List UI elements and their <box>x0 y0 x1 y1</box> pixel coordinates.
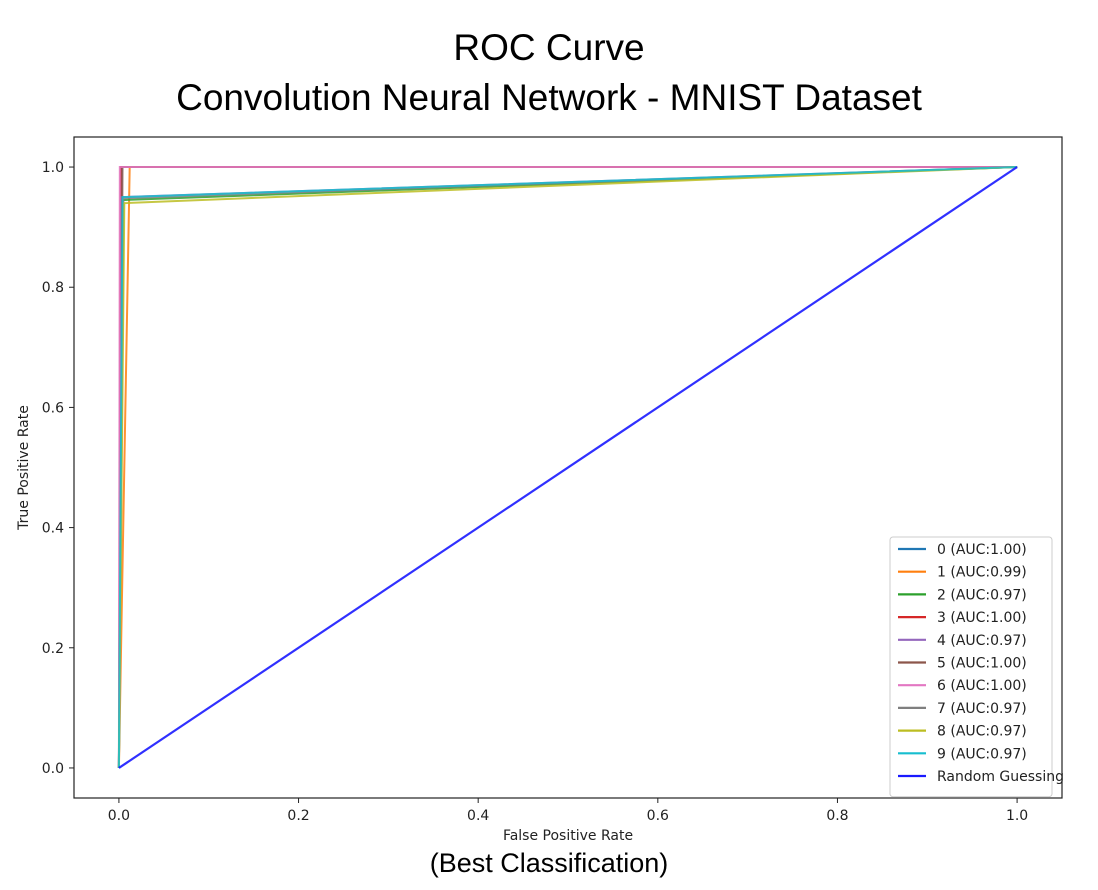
y-tick-label: 0.6 <box>42 400 64 416</box>
legend: 0 (AUC:1.00) 1 (AUC:0.99) 2 (AUC:0.97) 3 (A… <box>889 536 1064 798</box>
y-axis-label: True Positive Rate <box>16 405 32 531</box>
x-tick-label: 0.2 <box>287 808 309 824</box>
legend-entry: 4 (AUC:0.97) <box>937 633 1027 649</box>
x-axis-label: False Positive Rate <box>503 828 633 844</box>
series-line-10 <box>118 166 1018 769</box>
legend-entry: 0 (AUC:1.00) <box>937 542 1027 558</box>
legend-entry: 2 (AUC:0.97) <box>937 587 1027 603</box>
chart-caption: (Best Classification) <box>429 848 669 878</box>
legend-entry: 8 (AUC:0.97) <box>937 724 1027 740</box>
series-line-9 <box>117 166 1018 768</box>
legend-entry: 3 (AUC:1.00) <box>937 610 1027 626</box>
y-tick-label: 0.4 <box>42 521 64 537</box>
legend-entry: 9 (AUC:0.97) <box>937 746 1027 762</box>
legend-box <box>889 536 1053 798</box>
series-layer <box>117 166 1018 769</box>
x-tick-label: 0.8 <box>826 808 848 824</box>
x-axis-ticks: 0.0 0.2 0.4 0.6 0.8 1.0 <box>108 798 1028 824</box>
x-tick-label: 0.6 <box>647 808 669 824</box>
y-tick-label: 1.0 <box>42 160 64 176</box>
x-tick-label: 0.4 <box>467 808 489 824</box>
y-tick-label: 0.2 <box>42 641 64 657</box>
y-tick-label: 0.0 <box>42 761 64 777</box>
chart-subtitle: Convolution Neural Network - MNIST Datas… <box>176 77 922 118</box>
legend-entry: 6 (AUC:1.00) <box>937 678 1027 694</box>
chart-title: ROC Curve <box>453 27 645 68</box>
plot-frame <box>73 136 1063 799</box>
y-tick-label: 0.8 <box>42 280 64 296</box>
legend-entry: 7 (AUC:0.97) <box>937 701 1027 717</box>
x-tick-label: 0.0 <box>108 808 130 824</box>
legend-entry: 5 (AUC:1.00) <box>937 656 1027 672</box>
x-tick-label: 1.0 <box>1006 808 1028 824</box>
legend-entry: Random Guessing <box>937 769 1064 785</box>
y-axis-ticks: 0.0 0.2 0.4 0.6 0.8 1.0 <box>42 160 74 777</box>
legend-entry: 1 (AUC:0.99) <box>937 565 1027 581</box>
